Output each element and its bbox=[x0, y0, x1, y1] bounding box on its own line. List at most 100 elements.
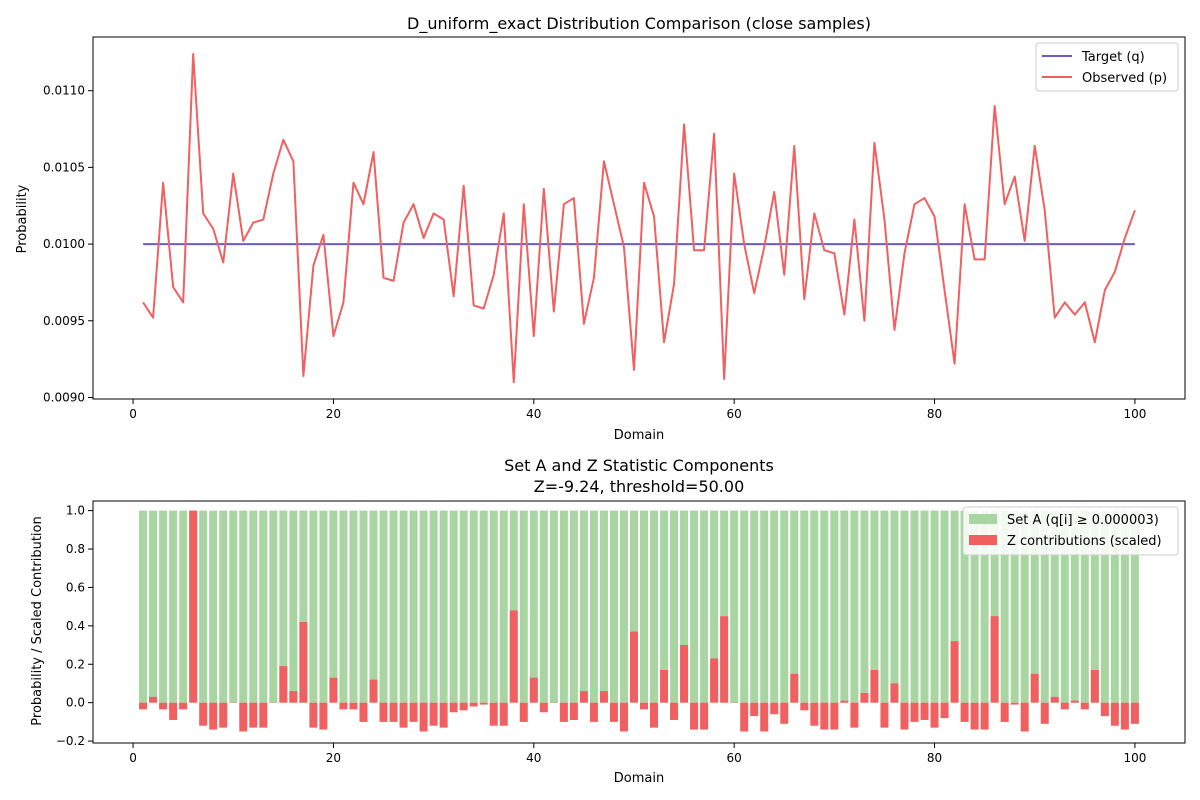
z-contribution-bar bbox=[539, 702, 548, 713]
z-contribution-bar bbox=[159, 702, 168, 710]
set-a-bar bbox=[559, 510, 568, 703]
set-a-bar bbox=[209, 510, 218, 703]
legend-label-set-a: Set A (q[i] ≥ 0.000003) bbox=[1007, 513, 1159, 528]
set-a-bar bbox=[489, 510, 498, 703]
set-a-bar bbox=[199, 510, 208, 703]
z-contribution-bar bbox=[579, 691, 588, 703]
bottom-chart-frame bbox=[92, 500, 1186, 744]
bottom-chart-y-tick-label: −0.2 bbox=[56, 734, 85, 748]
set-a-bar bbox=[449, 510, 458, 703]
z-contribution-bar bbox=[1070, 700, 1079, 703]
top-chart-y-tick-label: 0.0095 bbox=[43, 314, 85, 328]
legend-label-z-contributions: Z contributions (scaled) bbox=[1007, 534, 1162, 549]
z-contribution-bar bbox=[890, 683, 899, 703]
set-a-bar bbox=[810, 510, 819, 703]
z-contribution-bar bbox=[179, 702, 188, 710]
set-a-bar bbox=[760, 510, 769, 703]
z-contribution-bar bbox=[219, 702, 228, 728]
z-contribution-bar bbox=[419, 702, 428, 732]
z-contribution-bar bbox=[770, 702, 779, 715]
z-contribution-bar bbox=[820, 702, 829, 730]
top-chart-x-tick-label: 40 bbox=[526, 407, 541, 421]
z-contribution-bar bbox=[249, 702, 258, 728]
z-contribution-bar bbox=[209, 702, 218, 730]
z-contribution-bar bbox=[1040, 702, 1049, 724]
top-chart-y-tick-label: 0.0090 bbox=[43, 390, 85, 404]
set-a-bar bbox=[529, 510, 538, 703]
bottom-chart-y-tick-label: 0.0 bbox=[66, 696, 85, 710]
bottom-chart-y-tick-label: 0.2 bbox=[66, 657, 85, 671]
bottom-chart-x-tick-label: 0 bbox=[129, 751, 137, 765]
z-contribution-bar bbox=[940, 702, 949, 719]
z-contribution-bar bbox=[569, 702, 578, 720]
set-a-bar bbox=[249, 510, 258, 703]
z-contribution-bar bbox=[389, 702, 398, 722]
top-chart-x-tick-label: 20 bbox=[326, 407, 341, 421]
set-a-bar bbox=[439, 510, 448, 703]
legend-swatch-z-contributions bbox=[969, 535, 997, 545]
z-contribution-bar bbox=[690, 702, 699, 730]
set-a-bar bbox=[239, 510, 248, 703]
set-a-bar bbox=[990, 510, 999, 703]
set-a-bar bbox=[1120, 510, 1129, 703]
set-a-bar bbox=[640, 510, 649, 703]
set-a-bar bbox=[159, 510, 168, 703]
z-contribution-bar bbox=[920, 702, 929, 720]
z-contribution-bar bbox=[429, 702, 438, 726]
z-contribution-bar bbox=[379, 702, 388, 722]
z-contribution-bar bbox=[1030, 673, 1039, 703]
set-a-bar bbox=[880, 510, 889, 703]
bottom-chart-xlabel: Domain bbox=[614, 771, 664, 786]
top-chart-y-tick-label: 0.0105 bbox=[43, 160, 85, 174]
z-contribution-bar bbox=[660, 670, 669, 703]
top-chart-x-tick-label: 0 bbox=[129, 407, 137, 421]
bottom-chart-x-tick-label: 60 bbox=[727, 751, 742, 765]
z-contribution-bar bbox=[319, 702, 328, 730]
z-contribution-bar bbox=[1020, 702, 1029, 732]
z-contribution-bar bbox=[299, 622, 308, 703]
z-contribution-bar bbox=[559, 702, 568, 722]
z-contribution-bar bbox=[1130, 702, 1139, 724]
top-chart-x-tick-label: 60 bbox=[727, 407, 742, 421]
set-a-bar bbox=[1000, 510, 1009, 703]
set-a-bar bbox=[700, 510, 709, 703]
set-a-bar bbox=[820, 510, 829, 703]
bottom-chart-title: Set A and Z Statistic Components bbox=[504, 456, 774, 475]
set-a-bar bbox=[139, 510, 148, 703]
z-contribution-bar bbox=[840, 700, 849, 703]
set-a-bar bbox=[229, 510, 238, 703]
set-a-bar bbox=[740, 510, 749, 703]
set-a-bar bbox=[930, 510, 939, 703]
z-contribution-bar bbox=[910, 702, 919, 722]
set-a-bar bbox=[379, 510, 388, 703]
z-contribution-bar bbox=[169, 702, 178, 720]
z-contribution-bar bbox=[359, 702, 368, 722]
z-contribution-bar bbox=[519, 702, 528, 722]
set-a-bar bbox=[950, 510, 959, 703]
z-contribution-bar bbox=[329, 677, 338, 703]
set-a-bar bbox=[840, 510, 849, 703]
set-a-bar bbox=[309, 510, 318, 703]
set-a-bar bbox=[599, 510, 608, 703]
set-a-bar bbox=[299, 510, 308, 703]
set-a-bar bbox=[1030, 510, 1039, 703]
set-a-bar bbox=[369, 510, 378, 703]
z-contribution-bar bbox=[409, 702, 418, 722]
top-chart-title: D_uniform_exact Distribution Comparison … bbox=[407, 14, 871, 34]
z-contribution-bar bbox=[289, 691, 298, 703]
set-a-bar bbox=[279, 510, 288, 703]
set-a-bar bbox=[149, 510, 158, 703]
bottom-chart-x-tick-label: 20 bbox=[326, 751, 341, 765]
z-contribution-bar bbox=[1000, 702, 1009, 722]
z-contribution-bar bbox=[870, 670, 879, 703]
z-contribution-bar bbox=[810, 702, 819, 726]
set-a-bar bbox=[419, 510, 428, 703]
set-a-bar bbox=[690, 510, 699, 703]
z-contribution-bar bbox=[279, 666, 288, 703]
set-a-bar bbox=[850, 510, 859, 703]
set-a-bar bbox=[269, 510, 278, 703]
z-contribution-bar bbox=[339, 702, 348, 710]
set-a-bar bbox=[800, 510, 809, 703]
z-contribution-bar bbox=[1120, 702, 1129, 730]
